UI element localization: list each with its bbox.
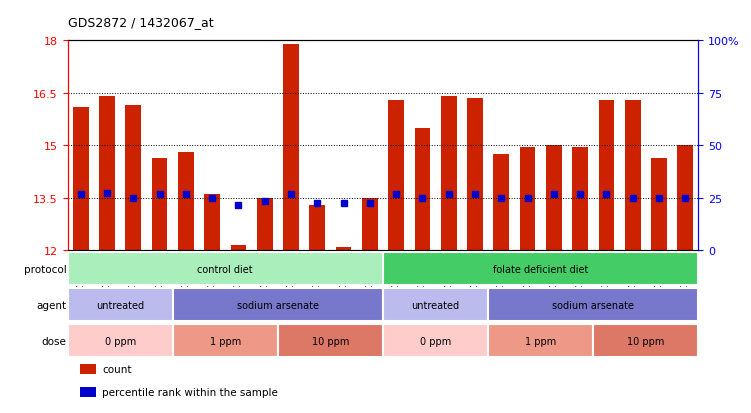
Text: control diet: control diet <box>198 264 253 274</box>
Bar <box>99 97 115 251</box>
Text: 10 ppm: 10 ppm <box>627 336 665 346</box>
Text: agent: agent <box>36 300 66 310</box>
Text: percentile rank within the sample: percentile rank within the sample <box>102 387 278 397</box>
Bar <box>599 101 614 251</box>
Bar <box>178 153 194 251</box>
Text: 0 ppm: 0 ppm <box>104 336 136 346</box>
Text: folate deficient diet: folate deficient diet <box>493 264 588 274</box>
Bar <box>677 146 693 251</box>
Bar <box>388 101 404 251</box>
FancyBboxPatch shape <box>593 325 698 357</box>
FancyBboxPatch shape <box>488 289 698 321</box>
Text: count: count <box>102 364 131 374</box>
Bar <box>572 148 588 251</box>
Bar <box>257 199 273 251</box>
Text: dose: dose <box>41 336 66 346</box>
FancyBboxPatch shape <box>173 289 383 321</box>
Bar <box>520 148 535 251</box>
Bar <box>283 45 299 251</box>
FancyBboxPatch shape <box>68 325 173 357</box>
Bar <box>80 387 96 397</box>
FancyBboxPatch shape <box>383 253 698 285</box>
Text: 0 ppm: 0 ppm <box>420 336 451 346</box>
FancyBboxPatch shape <box>173 325 278 357</box>
Text: GDS2872 / 1432067_at: GDS2872 / 1432067_at <box>68 16 213 29</box>
Bar <box>493 155 509 251</box>
Bar <box>152 158 167 251</box>
Bar <box>415 128 430 251</box>
Bar <box>362 199 378 251</box>
FancyBboxPatch shape <box>383 325 488 357</box>
Text: 1 ppm: 1 ppm <box>210 336 241 346</box>
Text: sodium arsenate: sodium arsenate <box>237 300 319 310</box>
FancyBboxPatch shape <box>488 325 593 357</box>
Bar <box>546 146 562 251</box>
Bar <box>441 97 457 251</box>
Bar <box>125 106 141 251</box>
Bar <box>80 364 96 374</box>
Bar <box>231 246 246 251</box>
FancyBboxPatch shape <box>278 325 383 357</box>
Bar <box>467 99 483 251</box>
Bar <box>625 101 641 251</box>
FancyBboxPatch shape <box>68 289 173 321</box>
Bar <box>204 194 220 251</box>
Text: protocol: protocol <box>23 264 66 274</box>
Bar <box>73 108 89 251</box>
Bar <box>651 158 667 251</box>
Text: untreated: untreated <box>96 300 144 310</box>
FancyBboxPatch shape <box>68 253 383 285</box>
Bar <box>336 247 351 251</box>
Text: sodium arsenate: sodium arsenate <box>552 300 635 310</box>
Text: untreated: untreated <box>412 300 460 310</box>
FancyBboxPatch shape <box>383 289 488 321</box>
Text: 1 ppm: 1 ppm <box>525 336 556 346</box>
Bar <box>309 205 325 251</box>
Text: 10 ppm: 10 ppm <box>312 336 349 346</box>
